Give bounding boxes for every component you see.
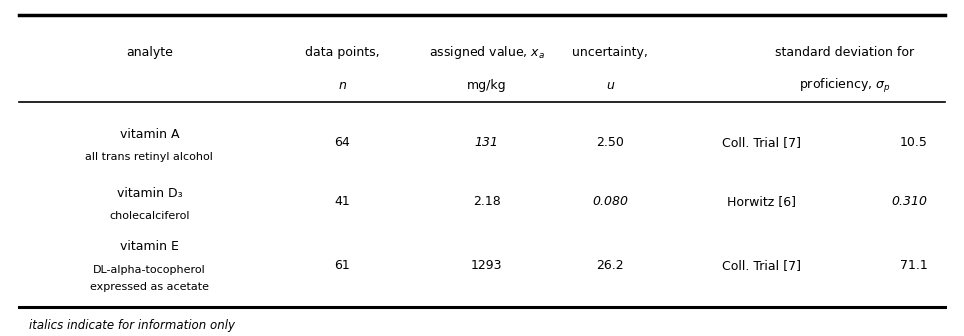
- Text: data points,: data points,: [305, 46, 380, 58]
- Text: 61: 61: [335, 259, 350, 272]
- Text: vitamin E: vitamin E: [120, 241, 179, 253]
- Text: 26.2: 26.2: [597, 259, 624, 272]
- Text: 2.50: 2.50: [597, 136, 624, 149]
- Text: Coll. Trial [7]: Coll. Trial [7]: [722, 136, 801, 149]
- Text: standard deviation for: standard deviation for: [775, 46, 914, 58]
- Text: 10.5: 10.5: [899, 136, 927, 149]
- Text: uncertainty,: uncertainty,: [573, 46, 648, 58]
- Text: $n$: $n$: [337, 79, 347, 92]
- Text: 0.080: 0.080: [592, 195, 629, 208]
- Text: all trans retinyl alcohol: all trans retinyl alcohol: [86, 152, 213, 162]
- Text: $u$: $u$: [605, 79, 615, 92]
- Text: 2.18: 2.18: [473, 195, 500, 208]
- Text: vitamin D₃: vitamin D₃: [117, 187, 182, 200]
- Text: Coll. Trial [7]: Coll. Trial [7]: [722, 259, 801, 272]
- Text: DL-alpha-tocopherol: DL-alpha-tocopherol: [94, 265, 205, 275]
- Text: 0.310: 0.310: [892, 195, 927, 208]
- Text: cholecalciferol: cholecalciferol: [109, 211, 190, 221]
- Text: expressed as acetate: expressed as acetate: [90, 282, 209, 292]
- Text: 1293: 1293: [471, 259, 502, 272]
- Text: 64: 64: [335, 136, 350, 149]
- Text: 41: 41: [335, 195, 350, 208]
- Text: proficiency, $\sigma_p$: proficiency, $\sigma_p$: [798, 77, 891, 95]
- Text: italics indicate for information only: italics indicate for information only: [29, 320, 235, 332]
- Text: analyte: analyte: [126, 46, 173, 58]
- Text: 131: 131: [475, 136, 498, 149]
- Text: vitamin A: vitamin A: [120, 128, 179, 141]
- Text: Horwitz [6]: Horwitz [6]: [727, 195, 796, 208]
- Text: mg/kg: mg/kg: [467, 79, 507, 92]
- Text: 71.1: 71.1: [899, 259, 927, 272]
- Text: assigned value, $x_a$: assigned value, $x_a$: [429, 44, 545, 60]
